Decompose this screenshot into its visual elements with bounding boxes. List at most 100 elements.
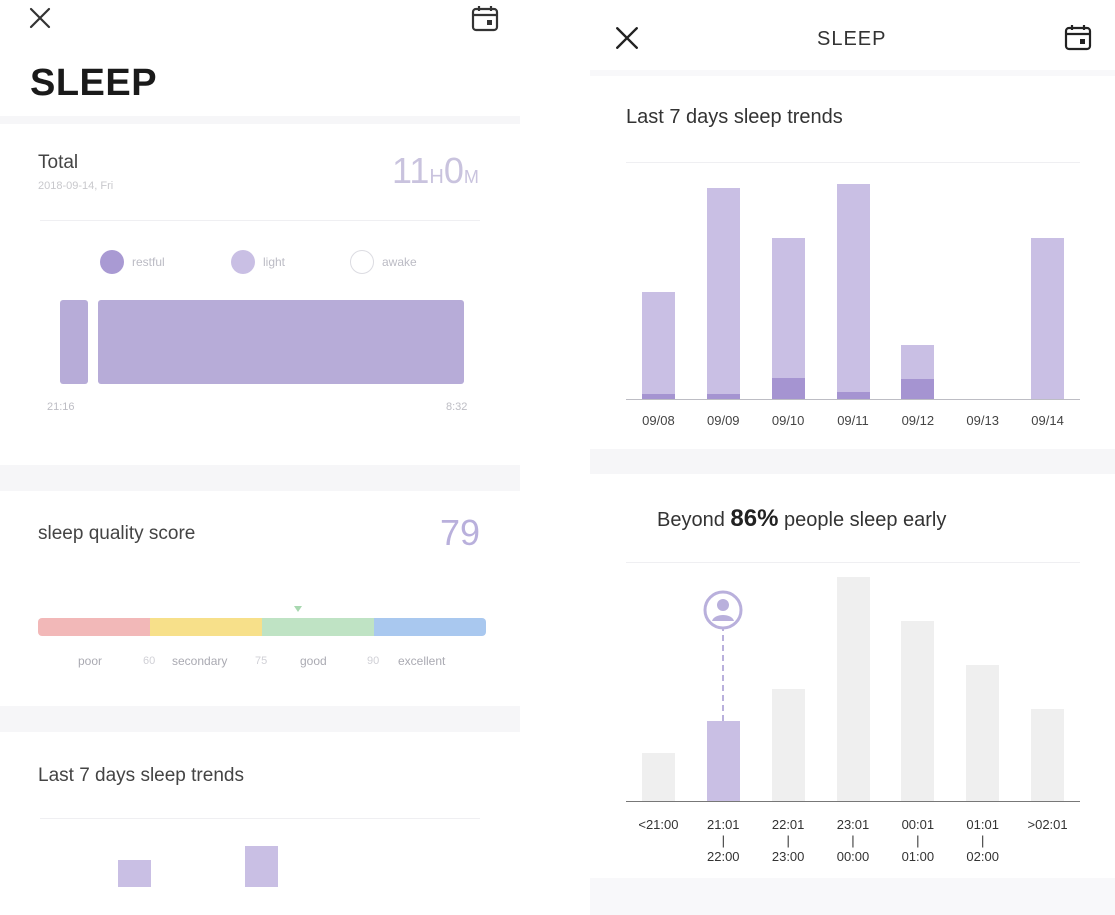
trend-tick-label: 09/09	[707, 413, 740, 428]
trend-bar-light	[1031, 237, 1065, 399]
section-separator	[0, 116, 520, 124]
distribution-tick-label: <21:00	[638, 817, 679, 832]
timeline-end-time: 8:32	[446, 401, 468, 413]
trend-bar	[118, 860, 151, 887]
distribution-tick-label: |	[786, 833, 790, 848]
trend-tick-label: 09/14	[1031, 413, 1064, 428]
total-minutes: 0	[443, 150, 464, 191]
score-marker	[293, 606, 302, 612]
trend-bar-restful	[901, 379, 935, 399]
quality-level-label: secondary	[172, 654, 228, 668]
timeline-start-time: 21:16	[47, 401, 75, 413]
section-separator	[0, 465, 520, 491]
trend-bar-restful	[641, 393, 675, 399]
distribution-tick-label: 01:01	[966, 817, 999, 832]
distribution-baseline	[626, 801, 1080, 802]
distribution-tick-label: 00:00	[836, 849, 870, 864]
trend-bar-restful	[706, 393, 740, 399]
hours-unit: H	[429, 166, 444, 188]
header-title: SLEEP	[817, 28, 887, 50]
divider	[626, 562, 1080, 563]
trend-bar	[245, 846, 278, 887]
trend-tick-label: 09/12	[901, 413, 935, 428]
trend-bar-light	[641, 291, 675, 399]
trend-tick-label: 09/13	[966, 413, 999, 428]
quality-label: sleep quality score	[38, 523, 196, 544]
quality-level-label: excellent	[398, 654, 446, 668]
restful-legend-label: restful	[132, 255, 165, 269]
restful-legend-dot	[100, 250, 124, 274]
user-marker-line	[722, 625, 725, 721]
distribution-bar	[641, 753, 675, 801]
section-separator	[590, 70, 1115, 76]
trends-heading: Last 7 days sleep trends	[626, 106, 843, 128]
quality-bar-excellent	[374, 618, 486, 636]
distribution-bar	[901, 621, 935, 801]
sleep-segment	[98, 300, 464, 384]
distribution-bar	[771, 689, 805, 801]
divider	[40, 220, 480, 221]
trend-chart-baseline	[626, 399, 1080, 400]
divider	[40, 818, 480, 819]
trend-bar-light	[771, 237, 805, 399]
divider	[626, 162, 1080, 163]
close-icon[interactable]	[28, 6, 52, 30]
total-hours: 11	[392, 150, 430, 191]
awake-legend-label: awake	[382, 255, 417, 269]
quality-bar-good	[262, 618, 374, 636]
quality-score: 79	[440, 512, 481, 553]
calendar-icon[interactable]	[471, 5, 499, 33]
distribution-tick-label: 02:00	[966, 849, 999, 864]
total-duration: 11H0M	[392, 150, 479, 192]
distribution-tick-label: >02:01	[1027, 817, 1068, 832]
trend-bar-restful	[771, 377, 805, 399]
beyond-suffix: people sleep early	[784, 509, 947, 531]
quality-threshold: 75	[255, 655, 268, 667]
distribution-tick-label: 21:01	[707, 817, 740, 832]
distribution-tick-label: 01:00	[901, 849, 935, 864]
distribution-tick-label: |	[916, 833, 920, 848]
distribution-bar	[836, 577, 870, 801]
trends-heading: Last 7 days sleep trends	[38, 765, 244, 786]
distribution-bar	[966, 665, 1000, 801]
beyond-heading: Beyond 86% people sleep early	[657, 505, 946, 533]
page-title: SLEEP	[30, 62, 158, 104]
distribution-bar-user	[706, 721, 740, 801]
light-legend-dot	[231, 250, 255, 274]
trend-tick-label: 09/11	[837, 413, 869, 428]
minutes-unit: M	[463, 167, 479, 187]
sleep-segment	[60, 300, 88, 384]
beyond-prefix: Beyond	[657, 509, 725, 531]
distribution-tick-label: 23:01	[836, 817, 870, 832]
quality-level-label: good	[300, 654, 327, 668]
quality-bar-secondary	[150, 618, 262, 636]
left-screen: SLEEP Total 2018-09-14, Fri 11H0M restfu…	[0, 0, 520, 887]
total-date: 2018-09-14, Fri	[38, 180, 114, 192]
distribution-tick-label: 22:01	[771, 817, 805, 832]
beyond-percent: 86%	[730, 505, 779, 532]
right-screen: SLEEP Last 7 days sleep trends 09/08 09/0…	[590, 0, 1115, 915]
awake-legend-dot	[350, 250, 374, 274]
quality-threshold: 90	[367, 655, 380, 667]
screen-gap	[520, 0, 590, 915]
distribution-tick-label: |	[721, 833, 725, 848]
section-separator	[0, 706, 520, 732]
quality-level-label: poor	[78, 654, 103, 668]
distribution-tick-label: 00:01	[901, 817, 935, 832]
section-separator	[590, 449, 1115, 474]
distribution-tick-label: 23:00	[771, 849, 805, 864]
distribution-tick-label: |	[851, 833, 855, 848]
light-legend-label: light	[263, 255, 286, 269]
trend-chart: 09/08 09/09 09/10 09/11 09/12 09/13 09/14	[626, 170, 1080, 440]
distribution-tick-label: |	[981, 833, 985, 848]
close-icon[interactable]	[614, 25, 640, 51]
distribution-tick-label: 22:00	[707, 849, 740, 864]
quality-bar-poor	[38, 618, 150, 636]
trend-tick-label: 09/10	[771, 413, 805, 428]
total-label: Total	[38, 152, 79, 173]
trend-bar-restful	[836, 391, 870, 399]
calendar-icon[interactable]	[1064, 24, 1092, 52]
trend-tick-label: 09/08	[642, 413, 675, 428]
user-avatar-icon	[703, 590, 743, 630]
section-separator	[590, 878, 1115, 915]
